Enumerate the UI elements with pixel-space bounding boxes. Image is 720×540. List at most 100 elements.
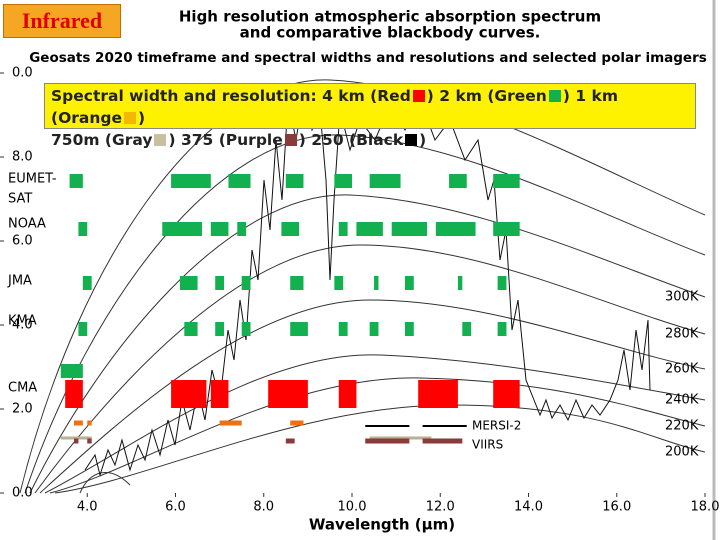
band	[268, 380, 308, 408]
legend-close: )	[426, 87, 434, 105]
legend-text: 250 (Black	[311, 131, 404, 149]
band	[228, 174, 251, 188]
y-tick-label: 6.0	[12, 234, 33, 249]
band	[422, 438, 463, 444]
band	[215, 322, 225, 336]
band	[462, 322, 472, 336]
band	[449, 174, 467, 188]
x-tick-label: 6.0	[165, 500, 186, 515]
band	[497, 322, 507, 336]
band	[69, 174, 83, 188]
band	[493, 174, 520, 188]
band	[404, 322, 414, 336]
legend: Spectral width and resolution: 4 km (Red…	[44, 83, 696, 149]
x-tick-label: 16.0	[602, 500, 631, 515]
band	[82, 276, 92, 290]
legend-swatch	[548, 90, 561, 102]
y-tick-label: 4.0	[12, 318, 33, 333]
band	[60, 436, 92, 440]
band	[369, 436, 432, 440]
band	[281, 222, 300, 236]
band	[285, 174, 304, 188]
band	[422, 425, 467, 427]
row-label: JMA	[7, 274, 32, 289]
band	[404, 276, 414, 290]
band	[219, 420, 242, 426]
legend-swatch	[412, 90, 425, 102]
band	[78, 222, 88, 236]
legend-close: )	[298, 131, 306, 149]
legend-swatch	[154, 134, 167, 146]
row-label: SAT	[8, 192, 32, 207]
band	[493, 380, 520, 408]
legend-prefix: Spectral width and resolution:	[51, 87, 317, 105]
legend-close: )	[419, 131, 427, 149]
row-label: NOAA	[8, 217, 46, 232]
band	[237, 222, 247, 236]
y-tick-label: 8.0	[12, 150, 33, 165]
legend-close: )	[168, 131, 176, 149]
legend-close: )	[562, 87, 570, 105]
band	[87, 438, 92, 444]
row-label: EUMET-	[8, 172, 57, 187]
band	[338, 380, 357, 408]
band	[210, 222, 229, 236]
band	[334, 276, 344, 290]
band	[497, 276, 507, 290]
annotation: MERSI-2	[472, 419, 521, 433]
badge: Infrared	[3, 4, 121, 38]
legend-close: )	[138, 109, 146, 127]
x-axis-label: Wavelength (µm)	[309, 516, 455, 534]
row-label: CMA	[8, 381, 37, 396]
band	[369, 322, 379, 336]
legend-text: 2 km (Green	[439, 87, 547, 105]
band	[74, 420, 83, 426]
legend-text: 375 (Purple	[180, 131, 283, 149]
band	[74, 438, 79, 444]
y-tick-label: 2.0	[12, 402, 33, 417]
legend-text: 1 km (Orange	[51, 87, 618, 127]
band	[290, 322, 308, 336]
absorption-spectrum	[84, 89, 651, 477]
annotation: VIIRS	[472, 438, 503, 452]
band	[493, 222, 520, 236]
y-tick-label: 0.0	[12, 66, 33, 81]
legend-text: 750m (Gray	[51, 131, 153, 149]
band	[210, 380, 229, 408]
x-tick-label: 8.0	[253, 500, 274, 515]
x-tick-label: 10.0	[338, 500, 367, 515]
temperature-label: 280K	[665, 327, 699, 342]
header-line: and comparative blackbody curves.	[240, 24, 541, 42]
row-label: KMA	[8, 314, 37, 329]
y-tick-label: 0.0	[12, 486, 33, 501]
temperature-label: 260K	[665, 362, 699, 377]
band	[285, 438, 295, 444]
chart-title: Geosats 2020 timeframe and spectral widt…	[29, 50, 707, 66]
plot-area	[0, 65, 714, 540]
band	[374, 276, 379, 290]
legend-swatch	[284, 134, 297, 146]
band	[435, 222, 476, 236]
band	[241, 276, 251, 290]
header-line: High resolution atmospheric absorption s…	[179, 8, 601, 26]
band	[87, 420, 92, 426]
band	[334, 174, 352, 188]
band	[418, 380, 458, 408]
band	[241, 322, 251, 336]
band	[78, 322, 88, 336]
band	[457, 276, 463, 290]
x-tick-label: 4.0	[77, 500, 98, 515]
band	[356, 222, 383, 236]
band	[338, 322, 348, 336]
temperature-label: 220K	[665, 419, 699, 434]
band	[171, 380, 207, 408]
band	[391, 222, 428, 236]
band	[162, 222, 202, 236]
band	[65, 380, 83, 408]
band	[369, 174, 401, 188]
x-tick-label: 18.0	[691, 500, 720, 515]
temperature-label: 240K	[665, 393, 699, 408]
band	[179, 276, 198, 290]
